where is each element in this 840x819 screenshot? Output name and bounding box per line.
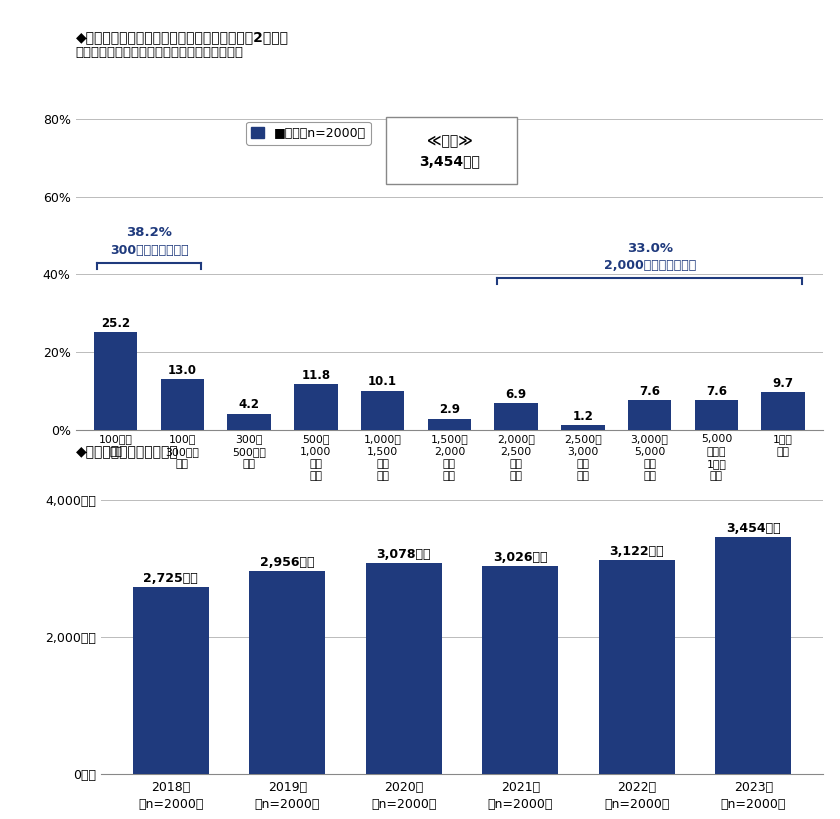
Text: ◆現段階の貯蓄金額（配偶者がいる場合は夫娘2人分）: ◆現段階の貯蓄金額（配偶者がいる場合は夫娘2人分）: [76, 30, 289, 44]
Bar: [482, 567, 558, 774]
Text: 3,078万円: 3,078万円: [376, 548, 431, 561]
Text: 2.9: 2.9: [439, 404, 460, 416]
Text: 7.6: 7.6: [639, 385, 660, 398]
Text: 3,122万円: 3,122万円: [610, 545, 664, 558]
Text: 6.9: 6.9: [506, 388, 527, 400]
Bar: [495, 403, 538, 430]
Text: 7.6: 7.6: [706, 385, 727, 398]
Legend: ■全体［n=2000］: ■全体［n=2000］: [246, 122, 371, 145]
Text: 3,454万円: 3,454万円: [726, 522, 780, 535]
Text: 1.2: 1.2: [573, 410, 593, 423]
Bar: [361, 391, 404, 430]
Text: 10.1: 10.1: [368, 375, 397, 388]
Bar: [228, 414, 270, 430]
Bar: [294, 384, 338, 430]
Text: 2,725万円: 2,725万円: [144, 572, 198, 585]
Text: （自由回答形式：数値／総額　　万円くらい）: （自由回答形式：数値／総額 万円くらい）: [76, 46, 244, 59]
Text: 3,026万円: 3,026万円: [493, 551, 548, 564]
Bar: [160, 379, 204, 430]
Bar: [628, 400, 671, 430]
Bar: [761, 392, 805, 430]
Bar: [599, 560, 675, 774]
Bar: [716, 537, 791, 774]
Text: 2,000万円以上（計）: 2,000万円以上（計）: [603, 260, 696, 273]
Text: 9.7: 9.7: [773, 377, 794, 390]
Bar: [94, 332, 138, 430]
Text: 13.0: 13.0: [168, 364, 197, 377]
FancyBboxPatch shape: [386, 117, 517, 184]
Bar: [366, 563, 442, 774]
Bar: [249, 571, 325, 774]
Text: 4.2: 4.2: [239, 398, 260, 411]
Bar: [561, 425, 605, 430]
Text: ≪平均≫
3,454万円: ≪平均≫ 3,454万円: [419, 134, 480, 168]
Text: ◆現段階の貯蓄金額の平均: ◆現段階の貯蓄金額の平均: [76, 446, 178, 459]
Text: 300万円未満（計）: 300万円未満（計）: [110, 244, 188, 257]
Text: 11.8: 11.8: [302, 369, 330, 382]
Text: 38.2%: 38.2%: [126, 226, 172, 239]
Text: 25.2: 25.2: [101, 317, 130, 329]
Text: 33.0%: 33.0%: [627, 242, 673, 255]
Bar: [133, 587, 208, 774]
Bar: [695, 400, 738, 430]
Text: 2,956万円: 2,956万円: [260, 556, 314, 569]
Bar: [428, 419, 471, 430]
